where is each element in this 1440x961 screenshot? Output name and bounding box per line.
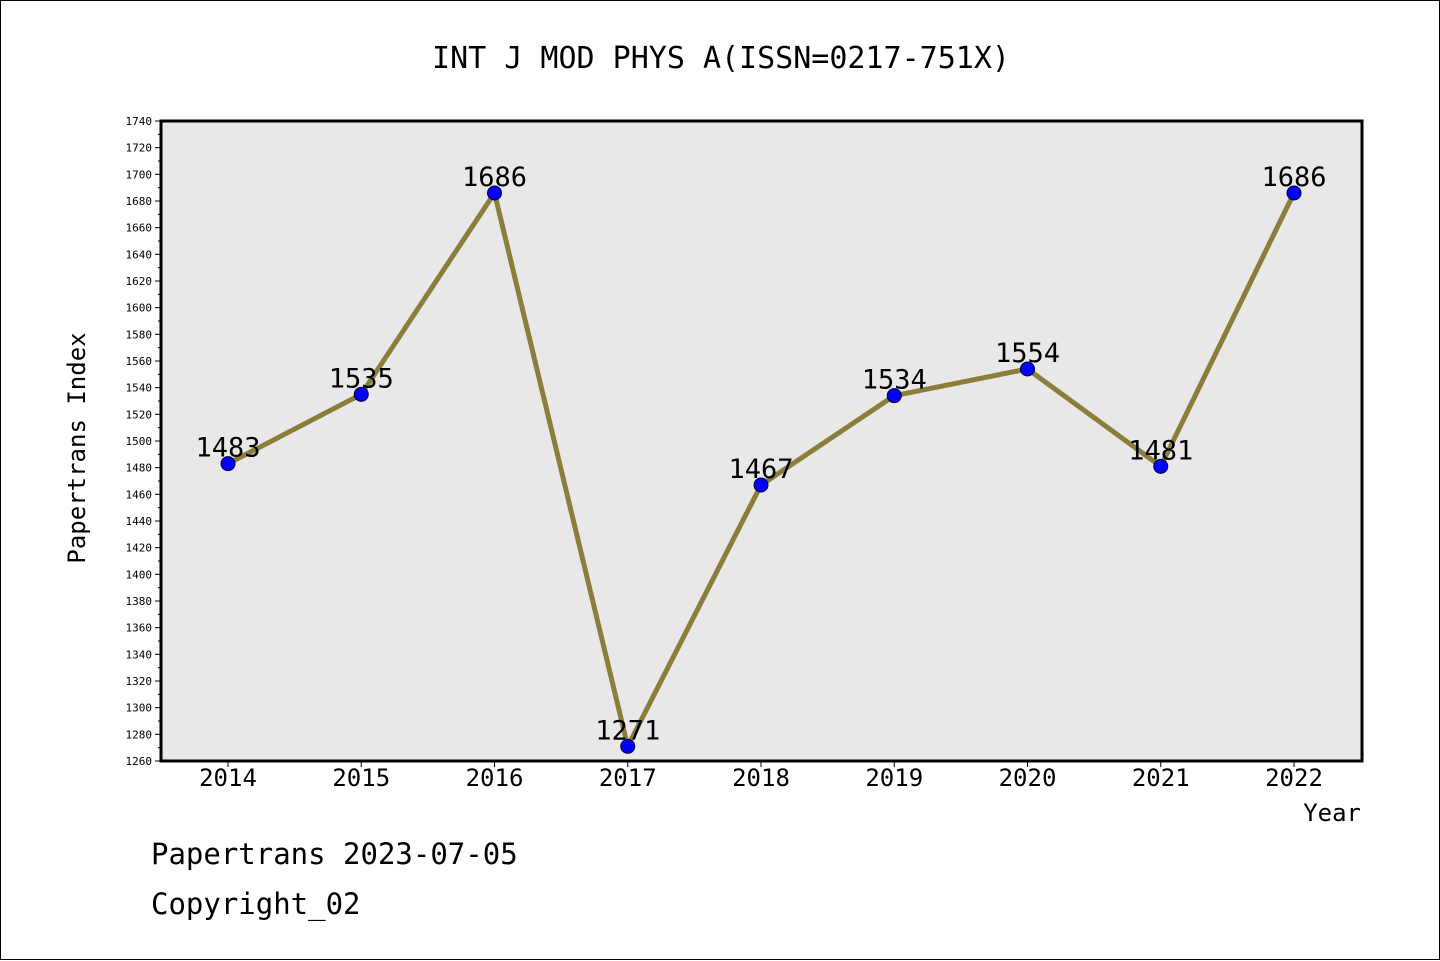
y-tick-label: 1320 [126,675,153,688]
y-tick-label: 1580 [126,328,153,341]
data-point [1020,361,1035,377]
y-tick-label: 1540 [126,382,153,395]
data-point [220,456,236,472]
y-tick-label: 1260 [126,755,153,768]
plot-area [161,121,1362,761]
y-axis: 1260 1280 1300 1320 1340 1360 1380 1400 1420 1440… [126,115,161,768]
data-label: 1686 [1261,162,1326,193]
y-tick-label: 1660 [126,222,153,235]
y-tick-label: 1640 [126,248,153,261]
y-tick-label: 1280 [126,728,153,741]
data-point [1153,458,1169,474]
series-layer: 1483 1535 1686 1271 1467 1534 1554 1481 1686 [195,162,1327,754]
y-tick-label: 1500 [126,435,153,448]
data-label: 1554 [995,338,1060,369]
y-tick-label: 1560 [126,355,153,368]
y-tick-label: 1440 [126,515,153,528]
data-label: 1686 [462,162,527,193]
data-label: 1483 [195,433,260,464]
data-point [753,477,769,493]
y-tick-label: 1480 [126,462,153,475]
y-tick-label: 1740 [126,115,153,128]
x-tick-label: 2020 [999,764,1057,792]
y-tick-label: 1340 [126,648,153,661]
y-tick-label: 1520 [126,408,153,421]
footer-date: Papertrans 2023-07-05 [151,837,518,871]
y-tick-label: 1300 [126,702,153,715]
x-tick-label: 2018 [732,764,790,792]
data-label: 1271 [595,715,660,746]
chart-title: INT J MOD PHYS A(ISSN=0217-751X) [432,41,1010,76]
x-axis: 2014 2015 2016 2017 2018 2019 2020 2021 2022 [199,761,1323,792]
y-tick-label: 1400 [126,568,153,581]
x-tick-label: 2022 [1265,764,1323,792]
x-tick-label: 2015 [332,764,390,792]
y-tick-label: 1720 [126,142,153,155]
footer-copyright: Copyright_02 [151,887,361,921]
data-point [353,386,369,402]
data-point [1286,185,1302,201]
x-tick-label: 2016 [466,764,524,792]
y-axis-label: Papertrans Index [63,332,91,563]
data-point [886,388,902,404]
plot-border [159,119,1364,763]
y-tick-label: 1380 [126,595,153,608]
x-tick-label: 2017 [599,764,657,792]
data-label: 1534 [862,365,927,396]
x-tick-label: 2019 [865,764,923,792]
data-label: 1535 [329,363,394,394]
x-tick-label: 2014 [199,764,257,792]
data-point [487,185,502,201]
y-tick-label: 1700 [126,168,153,181]
y-tick-label: 1680 [126,195,153,208]
y-tick-label: 1420 [126,542,153,555]
data-label: 1467 [728,454,793,485]
x-tick-label: 2021 [1132,764,1190,792]
y-tick-label: 1620 [126,275,153,288]
y-tick-label: 1360 [126,622,153,635]
data-label: 1481 [1128,435,1193,466]
x-axis-label: Year [1303,799,1361,827]
data-point [620,738,636,754]
y-tick-label: 1460 [126,488,153,501]
y-tick-label: 1600 [126,302,153,315]
